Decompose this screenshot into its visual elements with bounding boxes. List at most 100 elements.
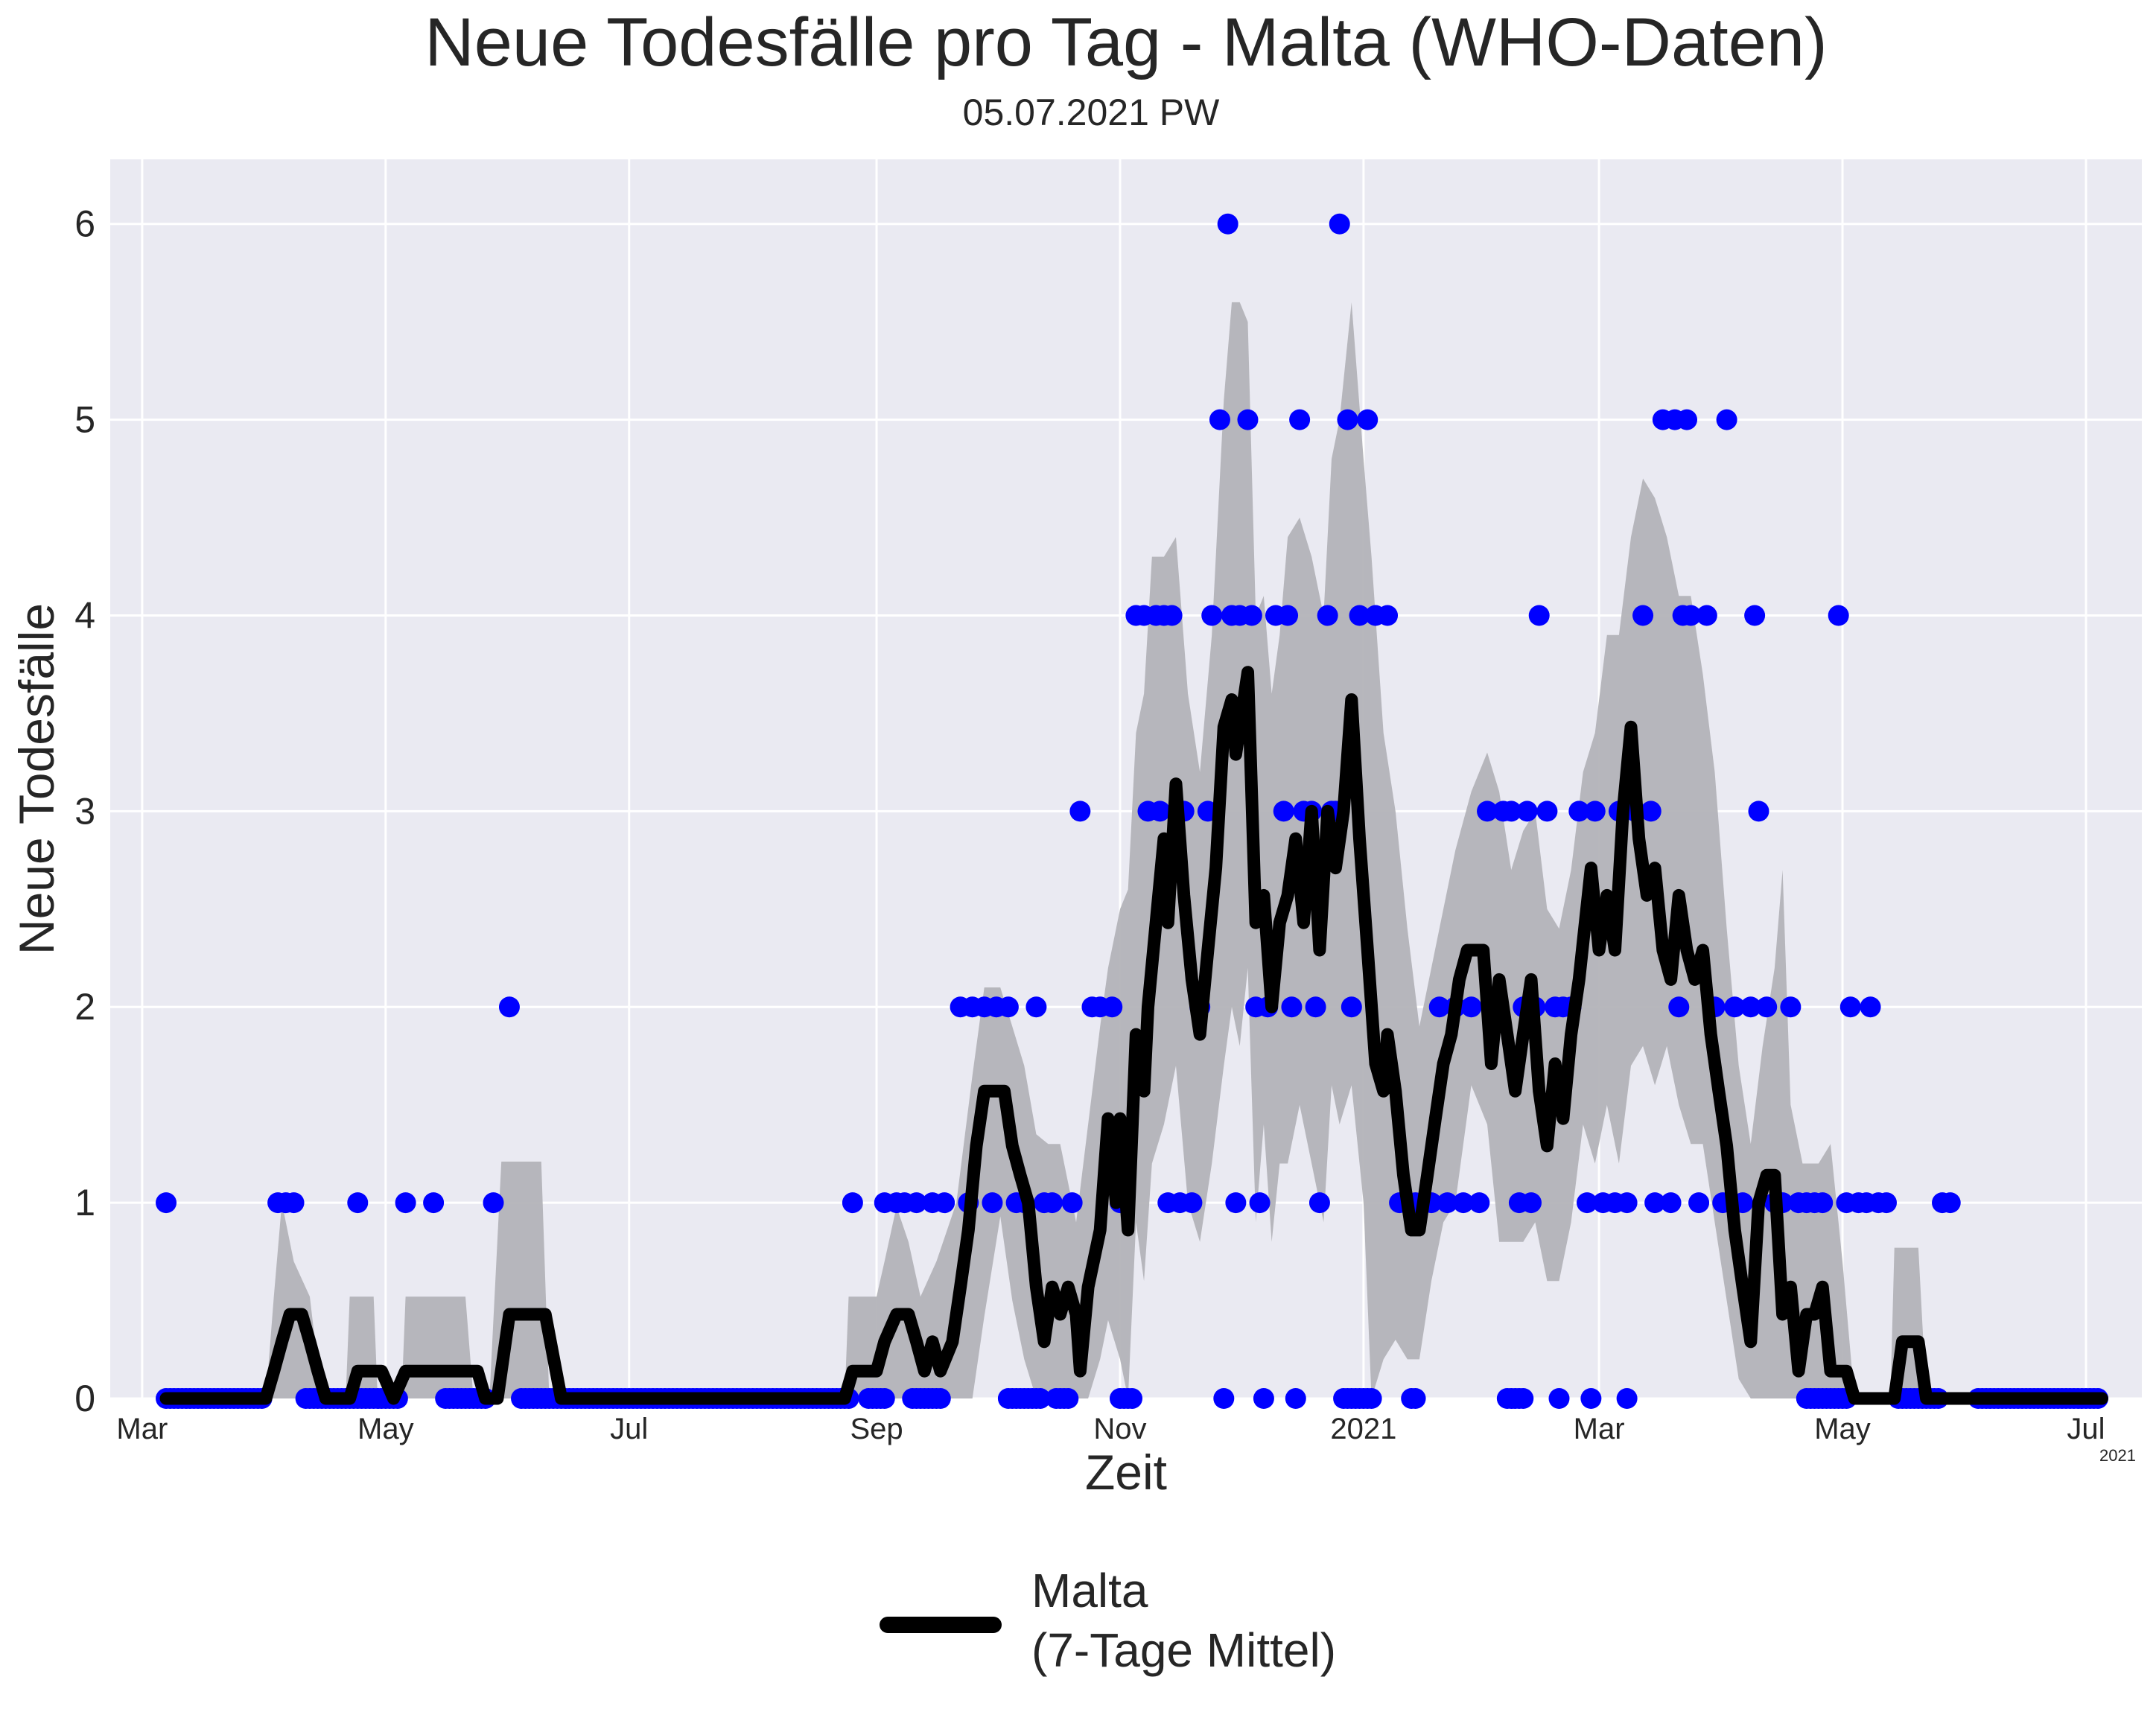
data-point — [156, 1192, 177, 1214]
data-point — [395, 1192, 416, 1214]
data-point — [1756, 996, 1778, 1018]
data-point — [1860, 996, 1881, 1018]
data-point — [483, 1192, 504, 1214]
x-axis-label: Zeit — [1085, 1445, 1167, 1500]
chart-subtitle: 05.07.2021 PW — [963, 92, 1220, 133]
y-axis-ticks: 0 1 2 3 4 5 6 — [74, 203, 95, 1419]
data-point — [498, 996, 520, 1018]
confidence-band — [166, 302, 2102, 1398]
data-point — [1337, 409, 1358, 430]
data-point — [1812, 1192, 1834, 1214]
mean-line-path — [159, 666, 2108, 1405]
y-tick-label: 4 — [74, 594, 95, 636]
data-point — [1237, 409, 1259, 430]
data-point — [1181, 1192, 1203, 1214]
data-point — [1680, 605, 1702, 626]
data-point — [1317, 605, 1338, 626]
data-point — [1225, 1192, 1247, 1214]
data-point — [1477, 801, 1498, 822]
data-point — [1101, 996, 1123, 1018]
x-axis-ticks: Mar May Jul Sep Nov 2021 Mar May Jul — [116, 1413, 2105, 1445]
data-point — [1428, 996, 1450, 1018]
data-point — [1249, 1192, 1271, 1214]
data-point — [1061, 1192, 1083, 1214]
data-point — [1668, 996, 1690, 1018]
data-point — [982, 1192, 1003, 1214]
data-point — [1329, 213, 1350, 235]
data-point — [1041, 1192, 1063, 1214]
data-point — [1632, 605, 1654, 626]
data-point-zero — [1213, 1388, 1235, 1409]
data-point — [1676, 409, 1698, 430]
data-point-zero — [1058, 1388, 1079, 1409]
data-point — [1349, 605, 1370, 626]
data-point — [1025, 996, 1047, 1018]
data-point-zero — [1361, 1388, 1382, 1409]
data-point — [1277, 605, 1299, 626]
data-point — [1780, 996, 1802, 1018]
x-tick-label: Jul — [610, 1413, 648, 1445]
data-point-zero — [929, 1388, 951, 1409]
x-tick-label: Nov — [1093, 1413, 1146, 1445]
seven-day-mean-line — [159, 666, 2108, 1405]
x-tick-label: Jul — [2067, 1413, 2105, 1445]
data-point-zero — [1405, 1388, 1426, 1409]
data-point — [1281, 996, 1303, 1018]
data-point — [934, 1192, 955, 1214]
data-point — [1939, 1192, 1961, 1214]
data-point — [1241, 605, 1262, 626]
data-point-zero — [1029, 1388, 1051, 1409]
data-point — [423, 1192, 445, 1214]
data-point — [283, 1192, 305, 1214]
data-point — [1828, 605, 1849, 626]
x-tick-label: May — [1814, 1413, 1871, 1445]
data-point — [1341, 996, 1362, 1018]
data-point-zero — [1253, 1388, 1274, 1409]
data-point — [1516, 801, 1538, 822]
x-tick-label: 2021 — [1330, 1413, 1396, 1445]
data-point — [1696, 605, 1717, 626]
data-point — [1357, 409, 1378, 430]
data-point-zero — [1616, 1388, 1638, 1409]
data-point — [1377, 605, 1399, 626]
data-point — [1161, 605, 1183, 626]
data-point — [1273, 801, 1294, 822]
data-point — [1437, 1192, 1458, 1214]
y-tick-label: 0 — [74, 1378, 95, 1419]
data-point — [1568, 801, 1590, 822]
data-point-zero — [1513, 1388, 1534, 1409]
data-point — [997, 996, 1019, 1018]
data-point — [1640, 801, 1661, 822]
data-point — [347, 1192, 369, 1214]
x-tick-label: Mar — [116, 1413, 168, 1445]
data-point — [1740, 996, 1761, 1018]
data-point — [1201, 605, 1223, 626]
data-point — [1305, 996, 1326, 1018]
data-point — [1209, 409, 1230, 430]
data-point — [1688, 1192, 1710, 1214]
data-point — [1520, 1192, 1542, 1214]
data-point — [1644, 1192, 1666, 1214]
legend: Malta (7-Tage Mittel) — [880, 1564, 1336, 1677]
y-axis-label: Neue Todesfälle — [9, 603, 64, 955]
data-point-zero — [1285, 1388, 1306, 1409]
data-point — [1460, 996, 1482, 1018]
data-point — [1748, 801, 1769, 822]
data-point — [1716, 409, 1737, 430]
y-tick-label: 1 — [74, 1182, 95, 1223]
data-point — [1584, 801, 1606, 822]
x-offset-label: 2021 — [2099, 1446, 2136, 1465]
chart-title: Neue Todesfälle pro Tag - Malta (WHO-Dat… — [424, 4, 1827, 80]
data-point — [1536, 801, 1558, 822]
data-point — [1660, 1192, 1682, 1214]
data-point — [1501, 801, 1522, 822]
data-point-zero — [1122, 1388, 1143, 1409]
data-point — [1875, 1192, 1897, 1214]
band-area — [166, 302, 2102, 1398]
data-point — [1217, 213, 1238, 235]
x-tick-label: Mar — [1574, 1413, 1625, 1445]
data-point — [1744, 605, 1766, 626]
y-tick-label: 6 — [74, 203, 95, 245]
legend-label-line2: (7-Tage Mittel) — [1031, 1623, 1336, 1677]
